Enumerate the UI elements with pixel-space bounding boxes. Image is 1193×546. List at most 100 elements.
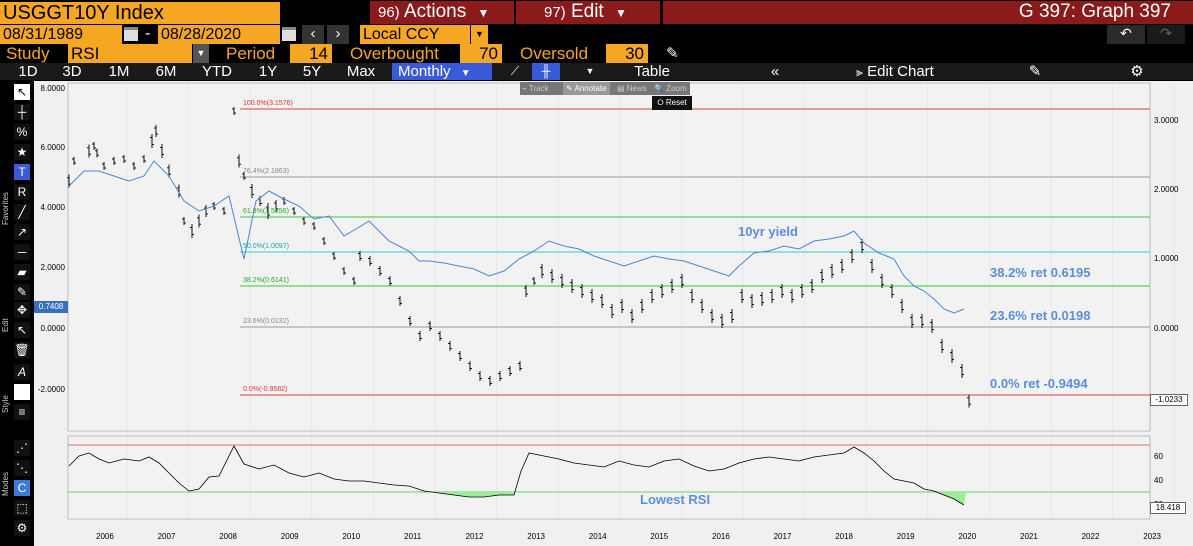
period-field[interactable]: 14 [290, 44, 332, 63]
range-1m[interactable]: 1M [98, 63, 140, 80]
pointer-icon[interactable]: ↖ [14, 84, 30, 100]
date-separator: - [145, 25, 151, 42]
trend-line-icon[interactable]: ╱ [14, 204, 30, 220]
year-label: 2014 [588, 532, 607, 541]
overbought-field[interactable]: 70 [460, 44, 502, 63]
prev-arrow-icon[interactable]: ‹ [302, 25, 324, 44]
year-label: 2022 [1081, 532, 1100, 541]
edit-menu[interactable]: 97) Edit ▼ [516, 1, 660, 24]
modes-tab[interactable]: Modes [1, 471, 10, 496]
annotation-ret236: 23.6% ret 0.0198 [990, 308, 1091, 323]
horizontal-line-icon[interactable]: ─ [14, 244, 30, 260]
mode-c-icon[interactable]: C [14, 480, 30, 496]
select-icon[interactable]: ↖ [14, 322, 30, 338]
range-ytd[interactable]: YTD [192, 63, 242, 80]
pencil-icon[interactable]: ✎ [666, 45, 679, 62]
bar-chart-icon[interactable]: ╫ [532, 63, 560, 80]
style-tab[interactable]: Style [1, 395, 10, 413]
trash-icon[interactable]: 🗑 [14, 342, 30, 358]
dotted-line-icon[interactable]: ⋱ [14, 460, 30, 476]
left-axis-tick: 8.0000 [41, 84, 66, 93]
crosshair-icon[interactable]: ┼ [14, 104, 30, 120]
chart-type-dropdown-icon[interactable]: ▼ [575, 63, 605, 80]
dashed-line-icon[interactable]: ⋰ [14, 440, 30, 456]
line-chart-icon[interactable]: ⟋ [502, 63, 528, 80]
channel-icon[interactable]: ▰ [14, 264, 30, 280]
current-left-tag: 0.7408 [34, 301, 68, 313]
arrow-line-icon[interactable]: ↗ [14, 224, 30, 240]
calendar-icon[interactable] [282, 27, 296, 41]
edit-tab[interactable]: Edit [1, 318, 10, 332]
redo-icon[interactable]: ↷ [1147, 25, 1185, 44]
color-box-icon[interactable] [14, 384, 30, 400]
caret-down-icon: ▼ [615, 6, 627, 20]
right-axis-tick: 1.0000 [1154, 254, 1179, 263]
year-label: 2023 [1143, 532, 1161, 541]
edit-label: Edit [570, 1, 604, 22]
end-date-field[interactable]: 08/28/2020 [158, 25, 280, 44]
left-axis-tick: 0.0000 [41, 324, 66, 333]
range-6m[interactable]: 6M [145, 63, 187, 80]
fib-level-label: 23.6%(0.0132) [243, 318, 289, 325]
frequency-select[interactable]: Monthly ▼ [392, 63, 492, 80]
text-icon[interactable]: T [14, 164, 30, 180]
table-button[interactable]: Table [612, 63, 692, 80]
zoom-area-icon[interactable]: ⬚ [14, 500, 30, 516]
study-select[interactable]: RSI [68, 44, 192, 63]
year-label: 2007 [157, 532, 176, 541]
move-icon[interactable]: ✥ [14, 302, 30, 318]
year-label: 2011 [404, 532, 422, 541]
fib-level-label: 0.0%(-0.9582) [243, 386, 288, 393]
chevron-down-icon[interactable]: ▼ [471, 25, 488, 44]
current-right-tag: -1.0233 [1150, 394, 1188, 406]
range-1d[interactable]: 1D [8, 63, 48, 80]
settings-icon[interactable]: ⚙ [14, 520, 30, 536]
range-5y[interactable]: 5Y [292, 63, 332, 80]
year-label: 2021 [1020, 532, 1038, 541]
year-label: 2006 [96, 532, 114, 541]
range-3d[interactable]: 3D [52, 63, 92, 80]
favorites-tab[interactable]: Favorites [1, 192, 10, 225]
actions-menu[interactable]: 96) Actions ▼ [370, 1, 514, 24]
collapse-icon[interactable]: « [760, 63, 790, 80]
currency-select[interactable]: Local CCY [360, 25, 470, 44]
rsi-axis-tick: 40 [1154, 476, 1163, 485]
draw-icon[interactable]: ✎ [1020, 63, 1050, 80]
start-date-field[interactable]: 08/31/1989 [0, 25, 122, 44]
font-icon[interactable]: A [14, 364, 30, 380]
ticker-field[interactable]: USGGT10Y Index [0, 2, 280, 24]
year-label: 2016 [712, 532, 730, 541]
gear-icon[interactable]: ⚙ [1122, 63, 1152, 80]
percent-icon[interactable]: % [14, 124, 30, 140]
edit-chart-button[interactable]: ⫸ Edit Chart [830, 63, 960, 80]
zoom-button[interactable]: 🔍 Zoom [654, 84, 687, 93]
fib-level-label: 50.0%(1.0097) [243, 243, 289, 250]
star-icon[interactable]: ★ [14, 144, 30, 160]
next-arrow-icon[interactable]: › [327, 25, 349, 44]
annotate-button[interactable]: ✎ Annotate [563, 82, 610, 95]
track-button[interactable]: ⌁ Track [522, 84, 549, 93]
fib-level-label: 38.2%(0.6141) [243, 277, 289, 284]
undo-icon[interactable]: ↶ [1107, 25, 1145, 44]
main-chart[interactable]: 8.0000 6.0000 4.0000 2.0000 0.0000 -2.0000 3.… [34, 81, 1193, 546]
oversold-label: Oversold [520, 44, 589, 63]
year-label: 2017 [773, 532, 792, 541]
rsi-axis-tick: 60 [1154, 452, 1163, 461]
reset-button[interactable]: ⭘ Reset [652, 96, 692, 110]
regression-icon[interactable]: R [14, 184, 30, 200]
line-style-icon[interactable]: ≡ [14, 404, 30, 420]
year-label: 2009 [280, 532, 299, 541]
right-axis-tick: 2.0000 [1154, 185, 1179, 194]
annotation-ret382: 38.2% ret 0.6195 [990, 265, 1091, 280]
news-button[interactable]: ▤ News [617, 84, 647, 93]
chevron-down-icon[interactable]: ▼ [193, 44, 209, 63]
pen-icon[interactable]: ✎ [14, 284, 30, 300]
range-1y[interactable]: 1Y [248, 63, 288, 80]
annotation-ret0: 0.0% ret -0.9494 [990, 376, 1088, 391]
left-axis-tick: 4.0000 [41, 203, 66, 212]
fib-level-label: 61.8%(1.5856) [243, 208, 289, 215]
year-label: 2018 [835, 532, 853, 541]
calendar-icon[interactable] [124, 27, 138, 41]
oversold-field[interactable]: 30 [606, 44, 648, 63]
range-max[interactable]: Max [336, 63, 386, 80]
